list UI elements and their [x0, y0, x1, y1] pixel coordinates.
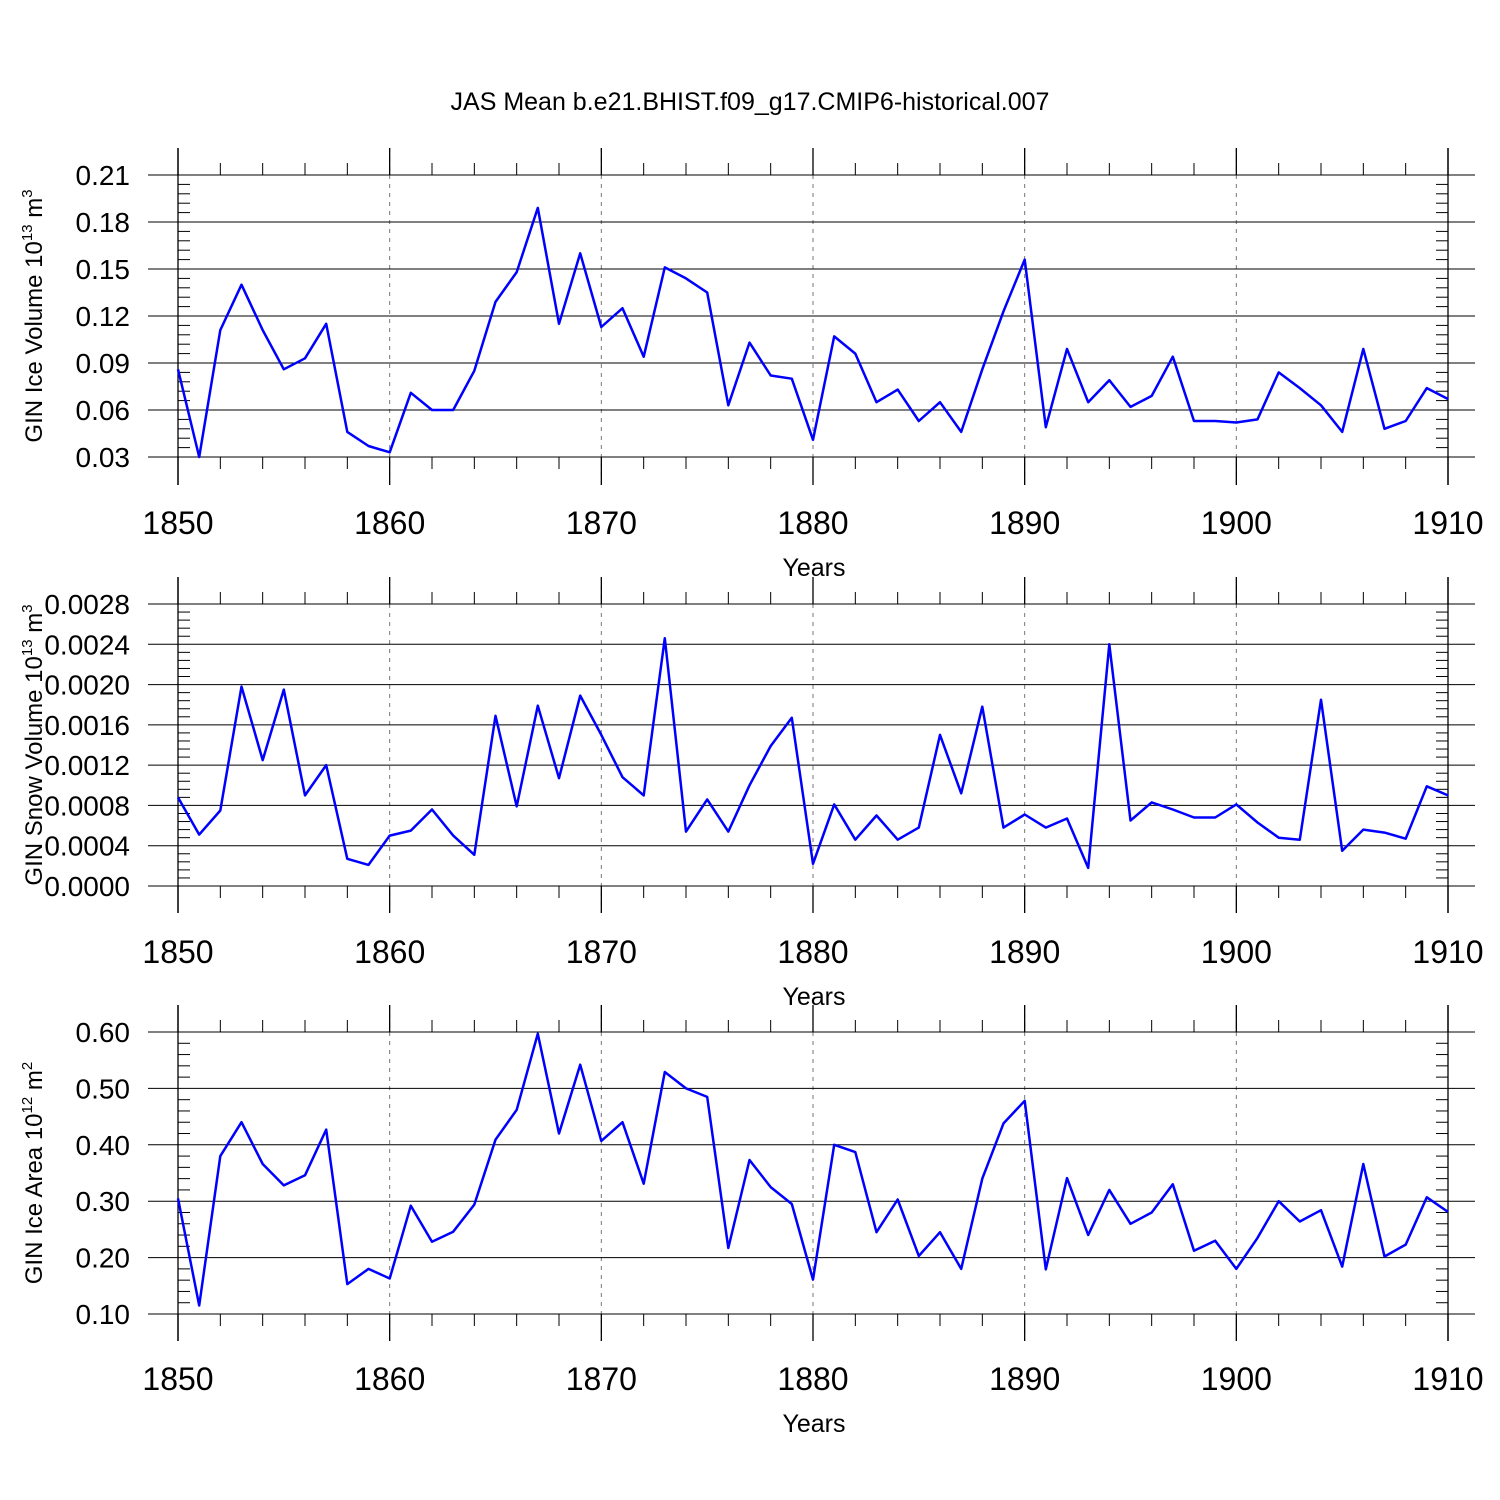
x-tick-label: 1850 [142, 505, 213, 541]
y-axis-label-unit-exp: 3 [19, 604, 36, 612]
panel-1: 0.21 0.18 0.15 0.12 0.09 0.06 0.03 1850 1860 1870… [19, 148, 1484, 582]
chart-title: JAS Mean b.e21.BHIST.f09_g17.CMIP6-histo… [451, 88, 1050, 116]
y-tick-label: 0.0008 [44, 790, 130, 821]
y-axis-label: GIN Ice Volume 1013 m3 [19, 189, 48, 442]
x-tick-label: 1850 [142, 934, 213, 970]
x-tick-label: 1910 [1412, 934, 1483, 970]
x-axis-label: Years [782, 1410, 845, 1438]
series-line [176, 206, 1449, 459]
x-tick-label: 1860 [354, 934, 425, 970]
y-axis-label-exp: 13 [19, 639, 36, 656]
series-line [176, 1032, 1449, 1307]
panels: 0.21 0.18 0.15 0.12 0.09 0.06 0.03 1850 1860 1870… [19, 148, 1484, 1438]
y-tick-label: 0.50 [76, 1073, 131, 1104]
y-tick-label: 0.40 [76, 1130, 131, 1161]
y-axis-label: GIN Ice Area 1012 m2 [19, 1062, 48, 1284]
y-tick-label: 0.20 [76, 1243, 131, 1274]
y-tick-label: 0.12 [76, 301, 131, 332]
x-tick-label: 1910 [1412, 1361, 1483, 1397]
x-tick-label: 1900 [1201, 1361, 1272, 1397]
x-tick-label: 1900 [1201, 505, 1272, 541]
y-tick-label: 0.0020 [44, 670, 130, 701]
y-axis-label-unit-exp: 2 [19, 1062, 36, 1070]
x-tick-label: 1860 [354, 1361, 425, 1397]
y-axis-label-main: GIN Ice Area 10 [21, 1113, 48, 1284]
y-tick-label: 0.0004 [44, 831, 130, 862]
y-axis-label-unit-exp: 3 [19, 189, 36, 197]
y-tick-label: 0.09 [76, 348, 131, 379]
y-axis-label-main: GIN Snow Volume 10 [21, 656, 48, 885]
y-axis-label-unit: m [21, 613, 48, 640]
x-tick-label: 1870 [566, 934, 637, 970]
y-tick-label: 0.0028 [44, 589, 130, 620]
y-tick-label: 0.10 [76, 1299, 131, 1330]
x-axis-label: Years [782, 983, 845, 1011]
x-tick-label: 1880 [777, 934, 848, 970]
x-tick-label: 1910 [1412, 505, 1483, 541]
y-axis-label-exp: 13 [19, 224, 36, 241]
x-tick-label: 1860 [354, 505, 425, 541]
x-tick-label: 1850 [142, 1361, 213, 1397]
y-tick-label: 0.21 [76, 160, 131, 191]
y-tick-label: 0.18 [76, 207, 131, 238]
y-tick-label: 0.30 [76, 1186, 131, 1217]
y-tick-label: 0.03 [76, 442, 131, 473]
x-tick-label: 1870 [566, 505, 637, 541]
x-tick-label: 1890 [989, 505, 1060, 541]
y-axis-label-unit: m [21, 198, 48, 225]
x-tick-label: 1870 [566, 1361, 637, 1397]
y-tick-label: 0.06 [76, 395, 131, 426]
y-axis-label-unit: m [21, 1070, 48, 1097]
y-tick-label: 0.0024 [44, 629, 130, 660]
x-tick-label: 1880 [777, 505, 848, 541]
y-axis-label-main: GIN Ice Volume 10 [21, 241, 48, 442]
panel-3: 0.60 0.50 0.40 0.30 0.20 0.10 1850 1860 1870 1880… [19, 1005, 1484, 1438]
panel-2: 0.0028 0.0024 0.0020 0.0016 0.0012 0.0008 0.00… [19, 577, 1484, 1011]
y-axis-label: GIN Snow Volume 1013 m3 [19, 604, 48, 885]
y-tick-label: 0.0012 [44, 750, 130, 781]
x-tick-label: 1900 [1201, 934, 1272, 970]
x-tick-label: 1890 [989, 934, 1060, 970]
y-tick-label: 0.60 [76, 1017, 131, 1048]
y-tick-label: 0.15 [76, 254, 131, 285]
x-tick-label: 1890 [989, 1361, 1060, 1397]
y-tick-label: 0.0000 [44, 871, 130, 902]
y-axis-label-exp: 12 [19, 1097, 36, 1114]
series-line [176, 636, 1449, 870]
y-tick-label: 0.0016 [44, 710, 130, 741]
x-axis-label: Years [782, 554, 845, 582]
x-tick-label: 1880 [777, 1361, 848, 1397]
